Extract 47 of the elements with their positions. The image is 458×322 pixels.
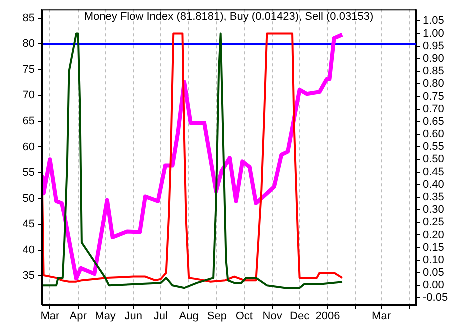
y2-tick-label: 0.85 <box>423 66 444 78</box>
y-tick-label: 85 <box>22 12 35 24</box>
y2-tick-label: 0.15 <box>423 242 444 254</box>
y2-tick-label: 0.35 <box>423 192 444 204</box>
y2-tick-label: 0.10 <box>423 254 444 266</box>
x-tick-label: Nov <box>262 310 283 322</box>
y2-tick-label: 0.25 <box>423 216 444 229</box>
y2-tick-label: 0.95 <box>423 40 444 52</box>
y2-tick-label: 0.40 <box>423 178 444 191</box>
x-tick-label: Jul <box>154 310 168 322</box>
y2-tick-label: 0.05 <box>423 267 444 280</box>
y-tick-label: 80 <box>22 38 35 50</box>
chart-title: Money Flow Index (81.8181), Buy (0.01423), Sell (0.03153) <box>84 11 374 24</box>
y-tick-label: 40 <box>22 244 35 256</box>
y-tick-label: 45 <box>22 218 35 231</box>
x-tick-label: Sep <box>207 310 227 322</box>
x-tick-label: 2006 <box>316 310 340 322</box>
x-tick-label: Mar <box>372 310 392 322</box>
y2-tick-label: 0.55 <box>423 141 444 154</box>
y2-tick-label: -0.05 <box>423 292 448 304</box>
x-tick-label: Mar <box>40 310 60 322</box>
y-tick-label: 35 <box>22 270 35 282</box>
y2-tick-label: 0.60 <box>423 128 444 141</box>
y2-tick-label: 0.30 <box>423 204 444 216</box>
x-tick-label: Jun <box>124 310 143 322</box>
y2-tick-label: 1.00 <box>423 28 444 40</box>
y-tick-label: 75 <box>22 64 35 76</box>
y-tick-label: 70 <box>22 90 35 102</box>
y2-tick-label: 0.90 <box>423 52 444 65</box>
y2-tick-label: 0.00 <box>423 280 444 292</box>
y2-tick-label: 0.75 <box>423 90 444 103</box>
y-tick-label: 50 <box>22 192 35 205</box>
y-tick-label: 65 <box>22 116 35 128</box>
y2-tick-label: 0.65 <box>423 116 444 128</box>
y-tick-label: 60 <box>22 141 35 154</box>
x-tick-label: Dec <box>290 310 310 322</box>
x-tick-label: May <box>95 310 116 322</box>
x-tick-label: Oct <box>236 310 253 322</box>
y2-tick-label: 0.80 <box>423 78 444 90</box>
y2-tick-label: 0.50 <box>423 154 444 166</box>
y2-tick-label: 1.05 <box>423 15 444 28</box>
x-tick-label: Aug <box>179 310 199 322</box>
y-tick-label: 55 <box>22 167 35 180</box>
y2-tick-label: 0.20 <box>423 229 444 242</box>
y2-tick-label: 0.45 <box>423 166 444 178</box>
x-tick-label: Apr <box>70 310 88 322</box>
y2-tick-label: 0.70 <box>423 103 444 116</box>
